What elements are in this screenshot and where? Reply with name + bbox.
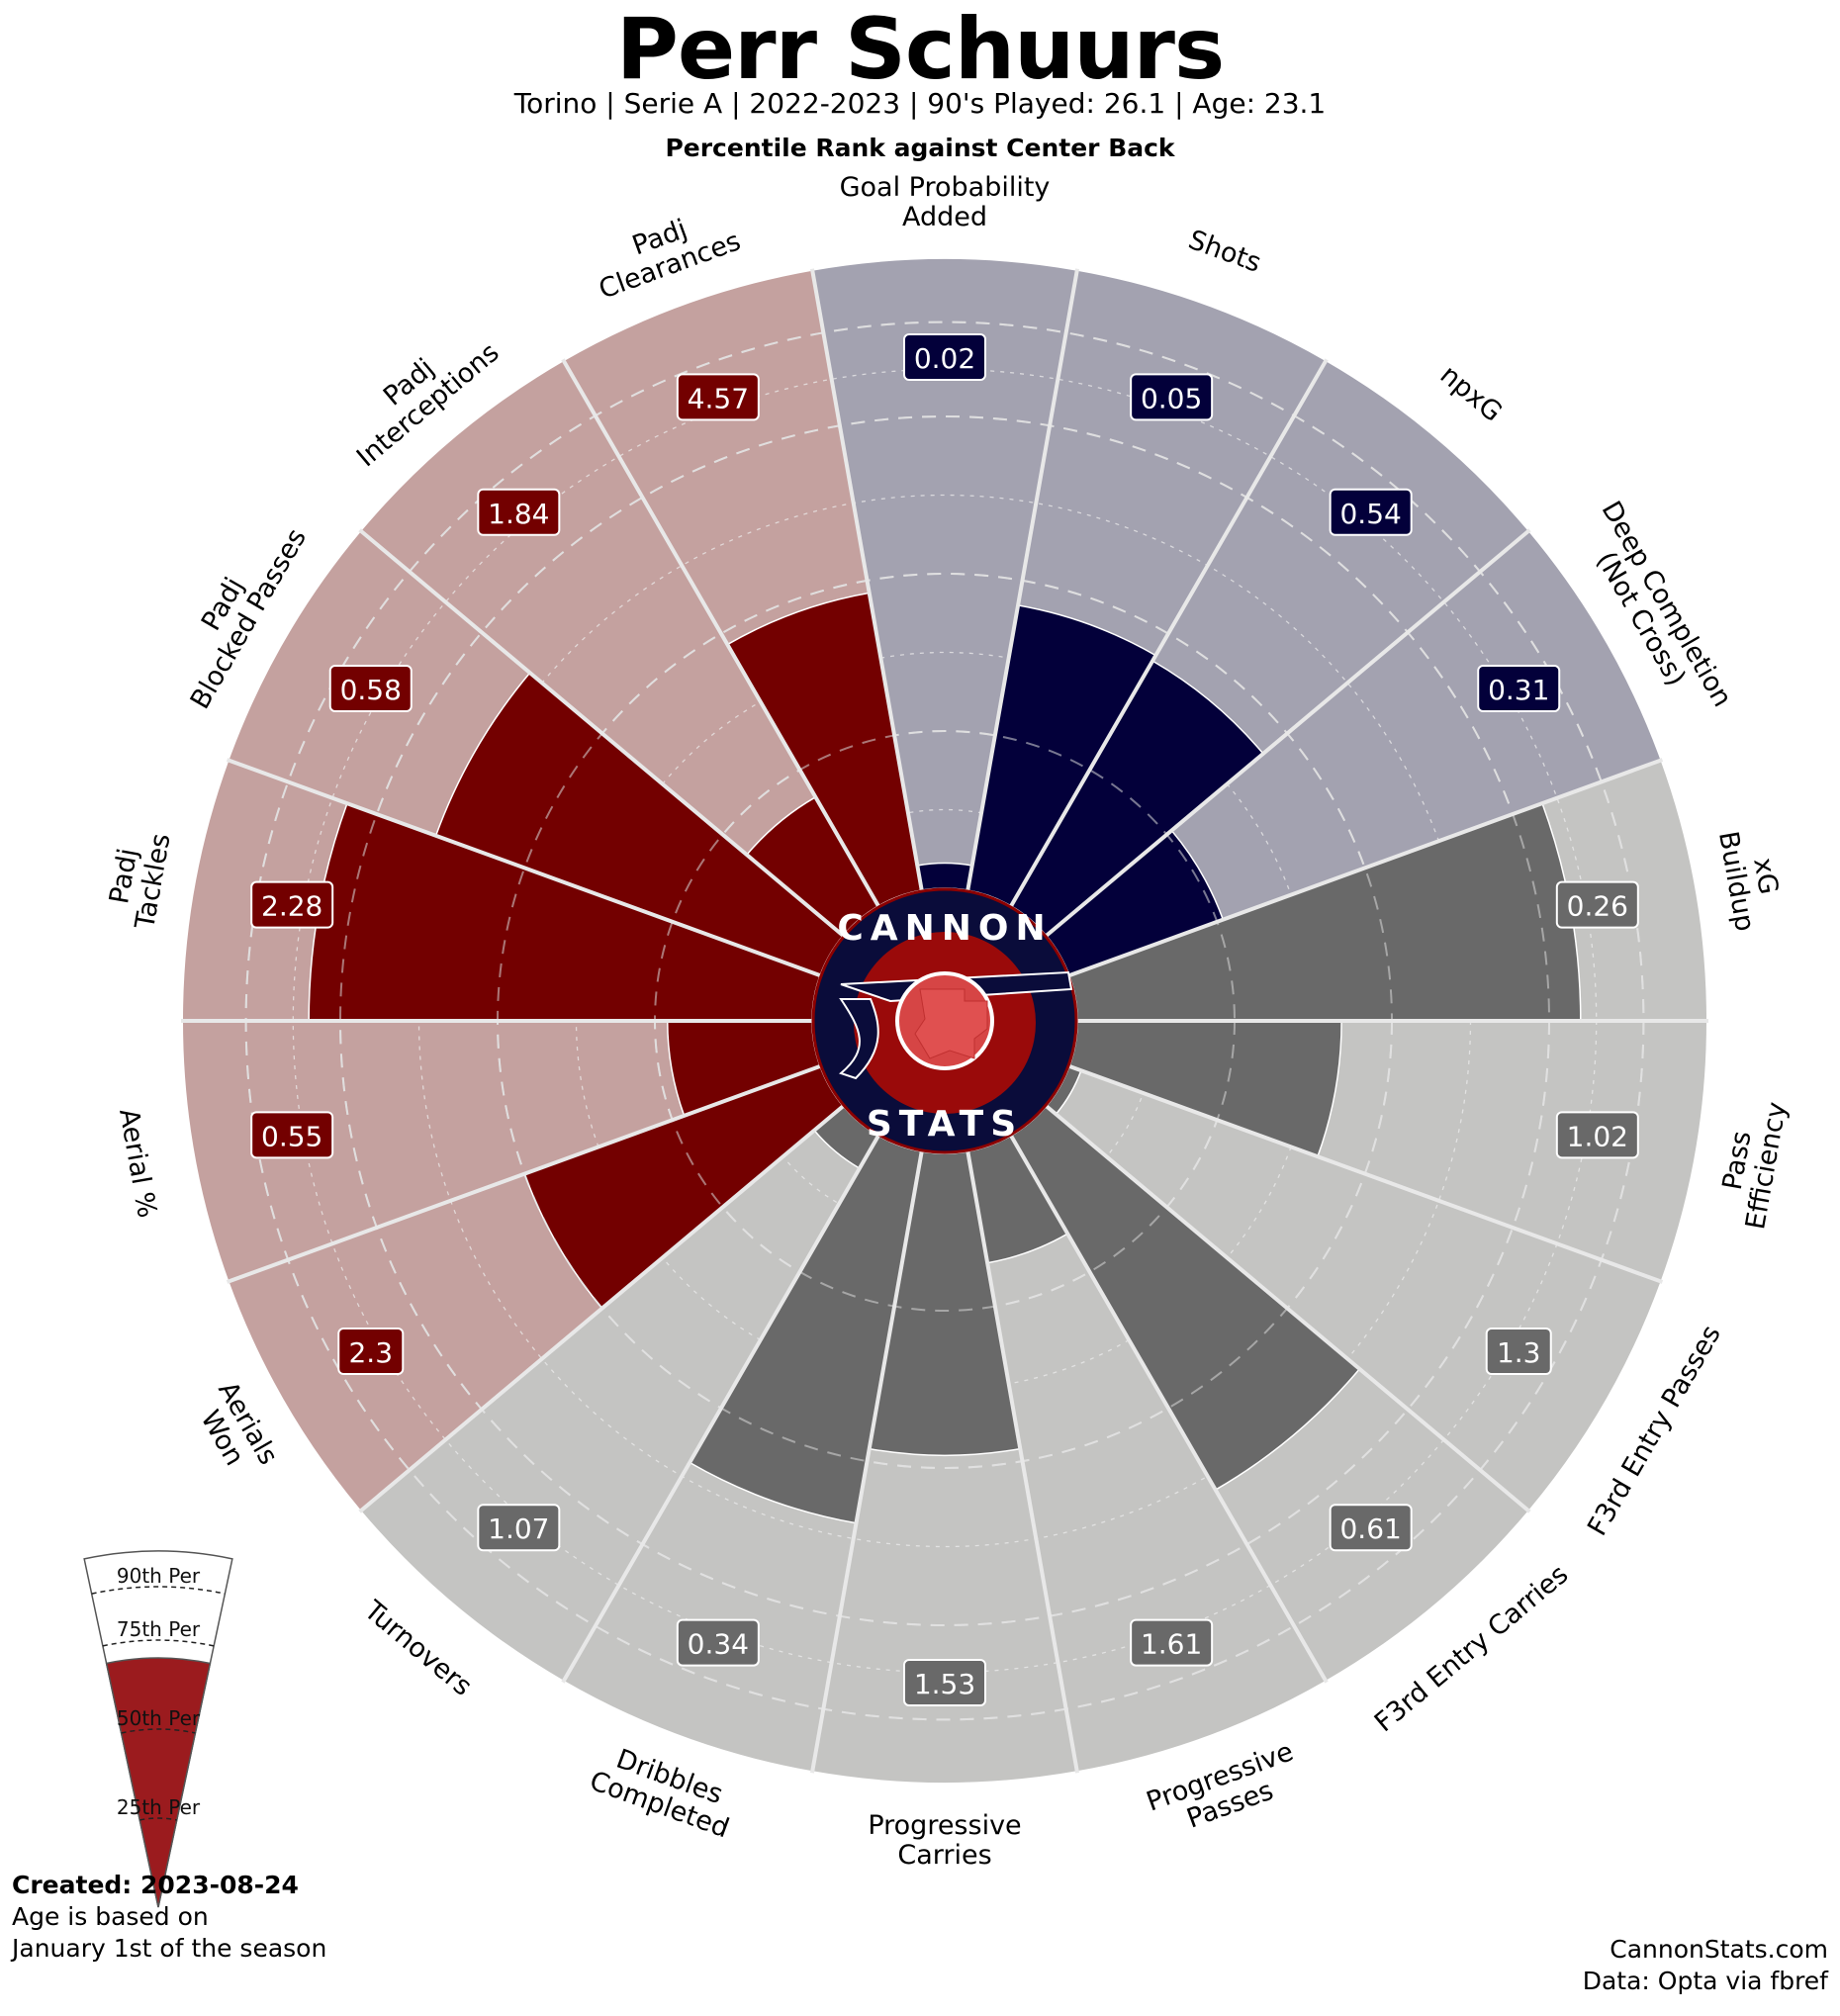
value-label-turnovers: 1.07: [488, 1512, 549, 1545]
value-label-aerials-won: 2.3: [348, 1336, 393, 1369]
value-box-padj-clearances: 4.57: [676, 373, 760, 421]
wedge-separator: [226, 758, 821, 978]
metric-label-padj-tackles: PadjTackles: [100, 826, 176, 932]
value-box-npxg: 0.54: [1329, 488, 1413, 536]
value-box-turnovers: 1.07: [477, 1504, 561, 1552]
value-box-progressive-carries: 1.53: [903, 1659, 986, 1706]
footer-right: CannonStats.com Data: Opta via fbref: [1583, 1934, 1828, 1997]
bar-goal-probability-added: [916, 862, 973, 891]
wedge-separator: [561, 1135, 880, 1684]
legend-label-75: 75th Per: [117, 1617, 201, 1641]
wedge-bg-progressive-carries: [812, 1150, 1077, 1783]
value-box-f3rd-entry-carries: 0.61: [1329, 1504, 1413, 1552]
value-label-xg-buildup: 0.26: [1567, 890, 1628, 923]
metric-label-progressive-passes: ProgressivePasses: [1143, 1736, 1308, 1845]
footer-left: Created: 2023-08-24 Age is based on Janu…: [12, 1870, 326, 1965]
metric-label-dribbles-completed: DribblesCompleted: [586, 1738, 743, 1845]
value-label-padj-tackles: 2.28: [261, 890, 322, 923]
legend-line-90: [91, 1586, 226, 1595]
value-box-pass-efficiency: 1.02: [1555, 1111, 1639, 1159]
metric-label-xg-buildup: xGBuildup: [1712, 824, 1790, 934]
legend-wedge-fill: [105, 1657, 212, 1908]
value-box-xg-buildup: 0.26: [1555, 880, 1639, 929]
wedge-separator: [1045, 528, 1531, 938]
value-label-padj-interceptions: 1.84: [488, 498, 549, 530]
wedge-bg-aerial: [183, 1021, 821, 1282]
wedge-separator: [966, 268, 1080, 891]
value-label-pass-efficiency: 1.02: [1567, 1120, 1628, 1152]
metric-label-turnovers: Turnovers: [357, 1595, 477, 1702]
created-date: Created: 2023-08-24: [12, 1871, 299, 1899]
wedge-separator: [1009, 358, 1329, 907]
value-box-shots: 0.05: [1130, 373, 1214, 421]
wedge-separator: [966, 1150, 1080, 1774]
metric-label-aerial: Aerial %: [113, 1106, 162, 1220]
age-note-line1: Age is based on: [12, 1902, 209, 1931]
player-name-title: Perr Schuurs: [615, 0, 1225, 99]
value-box-progressive-passes: 1.61: [1130, 1618, 1214, 1667]
wedge-separator: [1009, 1135, 1329, 1684]
logo-top-text: CANNON: [837, 908, 1052, 949]
value-box-goal-probability-added: 0.02: [903, 333, 986, 381]
wedge-separator: [358, 528, 845, 938]
value-label-shots: 0.05: [1141, 382, 1202, 414]
wedge-separator: [809, 1150, 924, 1774]
value-box-aerial: 0.55: [250, 1111, 334, 1159]
wedge-bg-goal-probability-added: [812, 258, 1077, 891]
age-note-line2: January 1st of the season: [12, 1934, 327, 1963]
data-source: Data: Opta via fbref: [1582, 1967, 1828, 1995]
value-box-dribbles-completed: 0.34: [676, 1618, 760, 1667]
value-box-padj-interceptions: 1.84: [477, 488, 561, 536]
legend-label-50: 50th Per: [117, 1706, 201, 1730]
legend-label-25: 25th Per: [117, 1795, 201, 1819]
value-label-deep-completion-not-cross: 0.31: [1488, 674, 1549, 706]
wedge-separator: [561, 358, 880, 907]
metric-label-aerials-won: AerialsWon: [186, 1376, 283, 1485]
value-label-progressive-passes: 1.61: [1141, 1628, 1202, 1661]
percentile-legend: 90th Per 75th Per 50th Per 25th Per: [83, 1550, 233, 1908]
metric-label-goal-probability-added: Goal Probability Added: [840, 172, 1051, 232]
value-label-npxg: 0.54: [1339, 498, 1401, 530]
metric-label-progressive-carries: Progressive Carries: [868, 1810, 1021, 1871]
value-label-goal-probability-added: 0.02: [914, 342, 975, 375]
value-box-padj-blocked-passes: 0.58: [328, 665, 413, 712]
site-credit: CannonStats.com: [1610, 1935, 1828, 1964]
value-label-f3rd-entry-carries: 0.61: [1339, 1512, 1401, 1545]
player-info-subtitle: Torino | Serie A | 2022-2023 | 90's Play…: [513, 87, 1327, 120]
value-box-deep-completion-not-cross: 0.31: [1477, 665, 1561, 712]
metric-label-pass-efficiency: PassEfficiency: [1711, 1095, 1794, 1233]
value-label-dribbles-completed: 0.34: [688, 1628, 749, 1661]
wedge-separator: [1068, 1063, 1664, 1284]
wedge-bg-deep-completion-not-cross: [1046, 531, 1661, 976]
cannon-icon: [838, 970, 1073, 1080]
legend-label-90: 90th Per: [117, 1564, 201, 1588]
value-box-f3rd-entry-passes: 1.3: [1485, 1328, 1552, 1375]
metric-label-npxg: npxG: [1434, 359, 1508, 427]
legend-line-75: [102, 1639, 215, 1647]
wedge-bg-progressive-passes: [967, 1136, 1326, 1772]
value-label-f3rd-entry-passes: 1.3: [1497, 1336, 1541, 1369]
value-label-padj-blocked-passes: 0.58: [340, 674, 402, 706]
value-box-padj-tackles: 2.28: [250, 880, 334, 929]
logo-bottom-text: STATS: [867, 1104, 1023, 1145]
value-label-aerial: 0.55: [261, 1120, 322, 1152]
wedge-separator: [1068, 758, 1664, 978]
legend-line-50: [121, 1728, 196, 1734]
metric-label-padj-clearances: PadjClearances: [585, 198, 745, 306]
comparison-caption: Percentile Rank against Center Back: [665, 134, 1175, 162]
cannon-stats-logo: CANNON STATS: [811, 887, 1078, 1154]
legend-line-25: [139, 1817, 177, 1821]
value-label-padj-clearances: 4.57: [688, 382, 749, 414]
wedge-separator: [809, 268, 924, 891]
value-label-progressive-carries: 1.53: [914, 1668, 975, 1700]
wedge-separator: [358, 1104, 845, 1513]
wedge-bg-f3rd-entry-passes: [1046, 1065, 1661, 1511]
wedge-separator: [226, 1063, 821, 1284]
wedge-separator: [1045, 1104, 1531, 1513]
value-box-aerials-won: 2.3: [337, 1328, 405, 1375]
metric-label-shots: Shots: [1184, 225, 1264, 279]
